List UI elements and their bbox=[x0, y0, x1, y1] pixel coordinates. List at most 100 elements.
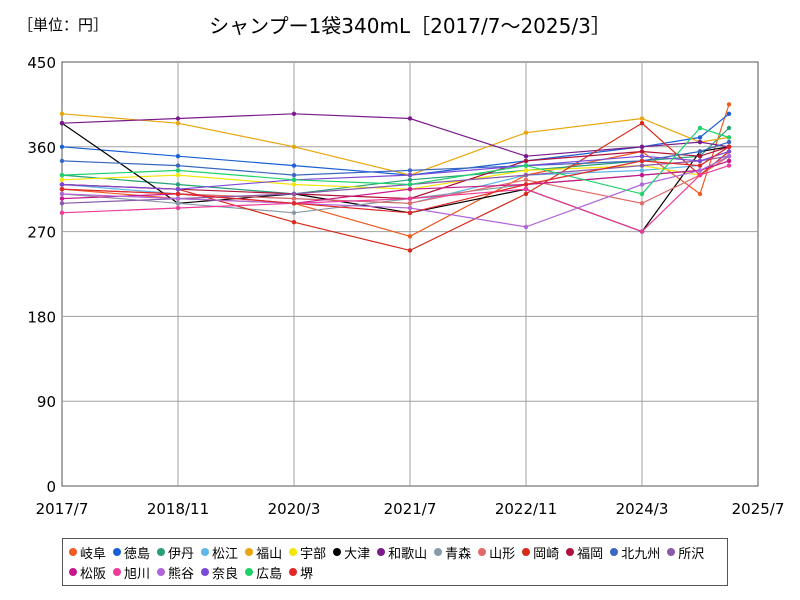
y-tick-label: 90 bbox=[37, 393, 56, 411]
legend-item: 熊谷 bbox=[157, 562, 194, 582]
data-point bbox=[697, 191, 703, 197]
data-point bbox=[726, 149, 732, 154]
legend-item: 所沢 bbox=[667, 542, 704, 562]
data-point bbox=[697, 163, 703, 168]
data-point bbox=[291, 210, 297, 215]
data-point bbox=[639, 168, 645, 173]
legend-label: 奈良 bbox=[212, 566, 239, 582]
data-point bbox=[639, 172, 645, 178]
data-point bbox=[523, 224, 529, 230]
data-point bbox=[697, 139, 703, 145]
data-point bbox=[697, 158, 703, 164]
data-point bbox=[291, 144, 297, 149]
legend-label: 所沢 bbox=[678, 546, 705, 562]
legend-item: 大津 bbox=[333, 542, 370, 562]
data-point bbox=[175, 121, 181, 126]
data-point bbox=[407, 187, 413, 192]
data-point bbox=[407, 196, 413, 201]
y-tick-label: 0 bbox=[46, 478, 56, 496]
data-point bbox=[697, 154, 703, 159]
legend-marker bbox=[157, 548, 166, 556]
legend-label: 青森 bbox=[445, 546, 472, 562]
data-point bbox=[697, 168, 703, 173]
x-tick-label: 2018/11 bbox=[147, 500, 209, 518]
data-point bbox=[291, 172, 297, 178]
data-point bbox=[59, 111, 65, 117]
data-point bbox=[59, 191, 65, 197]
data-point bbox=[407, 210, 413, 215]
data-point bbox=[407, 177, 413, 182]
legend-marker bbox=[113, 568, 122, 576]
legend-item: 青森 bbox=[434, 542, 471, 562]
data-point bbox=[523, 177, 529, 182]
legend-marker bbox=[245, 568, 254, 576]
legend-marker bbox=[434, 548, 443, 556]
data-point bbox=[407, 205, 413, 211]
data-point bbox=[59, 187, 65, 192]
data-point bbox=[523, 182, 529, 187]
legend-item: 山形 bbox=[478, 542, 515, 562]
y-tick-label: 270 bbox=[27, 224, 56, 242]
chart-title: シャンプー1袋340mL［2017/7～2025/3］ bbox=[209, 14, 611, 38]
data-point bbox=[697, 135, 703, 140]
data-point bbox=[175, 168, 181, 173]
legend-label: 広島 bbox=[256, 566, 283, 582]
legend-marker bbox=[113, 548, 122, 556]
legend-item: 堺 bbox=[289, 562, 313, 582]
data-point bbox=[523, 172, 529, 178]
series-line bbox=[61, 127, 730, 195]
data-point bbox=[59, 158, 65, 164]
data-point bbox=[291, 196, 297, 201]
x-tick-label: 2025/7 bbox=[732, 500, 785, 518]
legend-marker bbox=[667, 548, 676, 556]
legend-item: 福岡 bbox=[566, 542, 603, 562]
series-line bbox=[61, 150, 730, 190]
data-point bbox=[59, 172, 65, 178]
legend-marker bbox=[377, 548, 386, 556]
series-layer bbox=[59, 102, 732, 253]
data-point bbox=[175, 205, 181, 211]
data-point bbox=[407, 201, 413, 206]
data-point bbox=[407, 234, 413, 239]
data-point bbox=[291, 220, 297, 225]
legend-item: 松阪 bbox=[69, 562, 106, 582]
legend-label: 熊谷 bbox=[168, 566, 195, 582]
data-point bbox=[523, 187, 529, 192]
data-point bbox=[175, 191, 181, 197]
data-point bbox=[639, 229, 645, 234]
x-tick-label: 2024/3 bbox=[616, 500, 669, 518]
data-point bbox=[175, 201, 181, 206]
series-line bbox=[61, 165, 730, 233]
data-point bbox=[523, 191, 529, 197]
series-line bbox=[61, 122, 730, 252]
legend-marker bbox=[333, 548, 342, 556]
data-point bbox=[639, 121, 645, 126]
data-point bbox=[291, 177, 297, 182]
data-point bbox=[291, 191, 297, 197]
legend-marker bbox=[201, 568, 210, 576]
data-point bbox=[639, 163, 645, 168]
legend-marker bbox=[478, 548, 487, 556]
data-point bbox=[175, 196, 181, 201]
legend-label: 岡崎 bbox=[533, 546, 560, 562]
data-point bbox=[59, 144, 65, 149]
data-point bbox=[407, 248, 413, 253]
data-point bbox=[726, 139, 732, 145]
data-point bbox=[523, 130, 529, 135]
legend-label: 大津 bbox=[344, 546, 371, 562]
data-point bbox=[59, 201, 65, 206]
data-point bbox=[726, 135, 732, 140]
data-point bbox=[726, 154, 732, 159]
legend-item: 福山 bbox=[245, 542, 282, 562]
data-point bbox=[175, 172, 181, 178]
legend-marker bbox=[157, 568, 166, 576]
x-tick-label: 2021/7 bbox=[384, 500, 437, 518]
data-point bbox=[175, 163, 181, 168]
legend-label: 山形 bbox=[489, 546, 516, 562]
legend-marker bbox=[289, 568, 298, 576]
data-point bbox=[639, 201, 645, 206]
data-point bbox=[291, 111, 297, 117]
data-point bbox=[726, 111, 732, 117]
legend-label: 福岡 bbox=[577, 546, 604, 562]
